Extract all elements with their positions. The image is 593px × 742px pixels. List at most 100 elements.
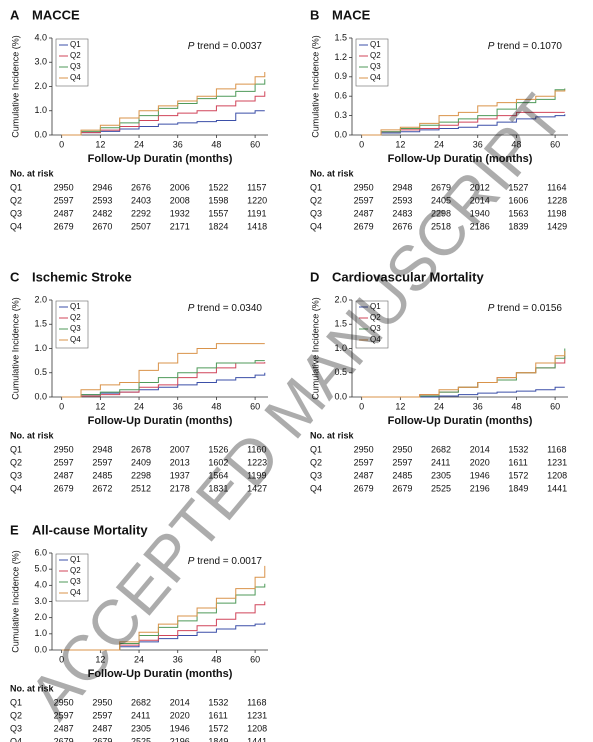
x-tick-label: 24 (134, 401, 144, 411)
p-symbol: P (188, 41, 195, 52)
risk-row-label: Q2 (10, 195, 22, 205)
risk-value: 2593 (392, 195, 412, 205)
risk-value: 2305 (431, 470, 451, 480)
risk-value: 1208 (547, 470, 567, 480)
risk-value: 2676 (131, 182, 151, 192)
x-tick-label: 0 (59, 139, 64, 149)
risk-value: 2487 (354, 470, 374, 480)
risk-value: 2950 (354, 444, 374, 454)
risk-value: 2679 (92, 736, 112, 742)
chart-title: MACE (332, 7, 371, 22)
risk-value: 1168 (547, 444, 566, 454)
risk-value: 2485 (392, 470, 412, 480)
risk-title: No. at risk (10, 683, 55, 693)
risk-row-label: Q1 (310, 182, 322, 192)
risk-value: 1932 (170, 208, 190, 218)
risk-value: 1849 (508, 483, 528, 493)
risk-value: 1231 (547, 457, 567, 467)
risk-value: 1606 (508, 195, 528, 205)
y-tick-label: 0.0 (34, 129, 47, 139)
risk-value: 2679 (54, 221, 74, 231)
risk-value: 1429 (547, 221, 567, 231)
risk-row-label: Q2 (310, 195, 322, 205)
legend-label: Q2 (70, 51, 81, 60)
risk-row-label: Q1 (10, 697, 22, 707)
risk-value: 2679 (54, 736, 74, 742)
risk-value: 2485 (92, 470, 112, 480)
p-text: trend = 0.0037 (197, 41, 262, 52)
p-text: trend = 0.0340 (197, 303, 262, 314)
x-axis-label: Follow-Up Duratin (months) (388, 415, 533, 427)
risk-row-label: Q1 (310, 444, 322, 454)
risk-value: 2020 (470, 457, 490, 467)
legend-label: Q2 (370, 313, 381, 322)
p-text: trend = 0.1070 (497, 41, 562, 52)
legend-label: Q1 (70, 302, 81, 311)
y-axis-label: Cumulative Incidence (%) (310, 35, 320, 138)
x-tick-label: 0 (359, 139, 364, 149)
risk-value: 1946 (170, 723, 190, 733)
risk-value: 2008 (170, 195, 190, 205)
risk-row-label: Q1 (10, 444, 22, 454)
p-symbol: P (188, 303, 195, 314)
series-line (61, 565, 266, 651)
series-line (61, 71, 266, 136)
risk-row-label: Q2 (10, 710, 22, 720)
p-trend: P trend = 0.1070 (488, 41, 563, 52)
x-tick-label: 12 (95, 654, 105, 664)
x-tick-label: 60 (250, 401, 260, 411)
x-tick-label: 12 (395, 401, 405, 411)
panel: C Ischemic Stroke Cumulative Incidence (%)… (10, 269, 268, 493)
x-tick-label: 60 (250, 654, 260, 664)
y-tick-label: 1.0 (34, 628, 47, 638)
series-line (61, 343, 265, 398)
x-tick-label: 0 (59, 654, 64, 664)
y-tick-label: 5.0 (34, 564, 47, 574)
risk-row-label: Q3 (310, 208, 322, 218)
series-line (61, 79, 266, 136)
risk-value: 1527 (508, 182, 528, 192)
risk-value: 1208 (247, 723, 267, 733)
series-line (61, 91, 266, 136)
y-tick-label: 0.0 (34, 391, 47, 401)
x-tick-label: 36 (173, 139, 183, 149)
risk-value: 2679 (54, 483, 74, 493)
risk-value: 2292 (131, 208, 151, 218)
p-trend: P trend = 0.0340 (188, 303, 263, 314)
y-tick-label: 0.5 (34, 367, 47, 377)
y-axis-label: Cumulative Incidence (%) (10, 35, 20, 138)
chart-title: All-cause Mortality (32, 522, 148, 537)
risk-value: 2679 (392, 483, 412, 493)
panel-letter: C (10, 269, 20, 284)
risk-value: 2597 (54, 457, 74, 467)
risk-value: 2013 (170, 457, 190, 467)
risk-value: 2678 (131, 444, 151, 454)
risk-value: 1532 (508, 444, 528, 454)
y-tick-label: 0.0 (34, 644, 47, 654)
legend-label: Q2 (70, 313, 81, 322)
panel: A MACCE Cumulative Incidence (%) 0.0 1.0 2.0 3… (10, 7, 268, 231)
risk-row-label: Q2 (310, 457, 322, 467)
risk-value: 1831 (208, 483, 228, 493)
risk-value: 2676 (392, 221, 412, 231)
legend-label: Q4 (70, 588, 81, 597)
risk-value: 1157 (247, 182, 266, 192)
risk-value: 2597 (392, 457, 412, 467)
risk-value: 2014 (470, 195, 490, 205)
risk-value: 2597 (92, 710, 112, 720)
x-axis-label: Follow-Up Duratin (months) (388, 153, 533, 165)
x-tick-label: 0 (359, 401, 364, 411)
risk-value: 1168 (247, 697, 266, 707)
panel: E All-cause Mortality Cumulative Incidence… (10, 522, 268, 742)
risk-value: 2409 (131, 457, 151, 467)
risk-row-label: Q4 (310, 483, 322, 493)
risk-value: 1160 (247, 444, 266, 454)
y-tick-label: 0.5 (334, 367, 347, 377)
risk-value: 2411 (131, 710, 150, 720)
y-axis-label: Cumulative Incidence (%) (10, 297, 20, 400)
risk-value: 2487 (54, 208, 74, 218)
legend-label: Q4 (70, 73, 81, 82)
risk-value: 2950 (354, 182, 374, 192)
y-tick-label: 4.0 (34, 32, 47, 42)
chart-title: Ischemic Stroke (32, 269, 132, 284)
